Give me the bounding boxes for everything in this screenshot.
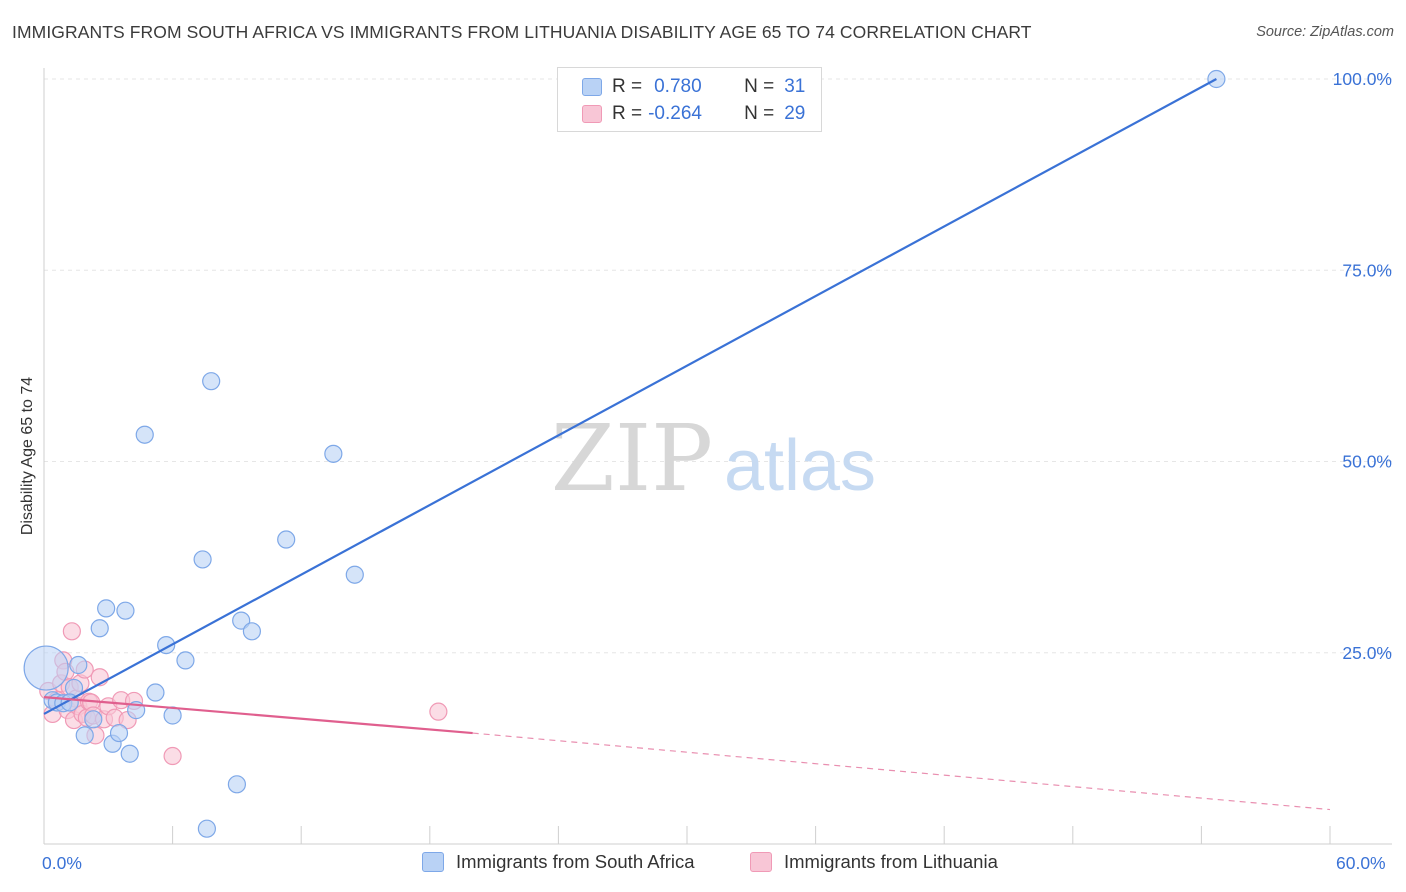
source-label: Source: ZipAtlas.com xyxy=(1256,24,1394,40)
data-point xyxy=(324,444,343,463)
legend-row-south-africa: R = 0.780 N = 31 xyxy=(558,74,805,100)
data-point xyxy=(97,599,116,618)
data-point xyxy=(202,372,221,391)
legend-swatch-pink xyxy=(582,105,602,123)
trend-line xyxy=(43,78,1217,715)
data-point xyxy=(69,655,88,675)
data-point xyxy=(345,565,364,584)
data-point xyxy=(84,710,103,729)
data-point xyxy=(163,746,182,766)
correlation-legend: R = 0.780 N = 31 R = -0.264 N = 29 xyxy=(557,67,822,132)
trend-line xyxy=(43,696,473,735)
y-tick-label: 50.0% xyxy=(1342,452,1392,472)
legend-swatch-pink xyxy=(750,852,772,872)
legend-label-lithuania: Immigrants from Lithuania xyxy=(784,851,998,872)
data-point xyxy=(163,706,182,725)
fit-lines xyxy=(43,78,1331,811)
series-lithuania-points xyxy=(39,622,448,766)
data-point xyxy=(62,622,81,641)
x-tick-label-min: 0.0% xyxy=(42,853,82,873)
data-point xyxy=(109,723,129,743)
legend-label-south-africa: Immigrants from South Africa xyxy=(456,851,695,872)
data-point xyxy=(120,744,139,763)
watermark-zip: ZIP xyxy=(551,405,713,512)
data-point xyxy=(232,611,251,630)
legend-r-value: -0.264 xyxy=(648,103,702,124)
watermark: ZIP atlas xyxy=(551,405,876,512)
y-tick-label: 75.0% xyxy=(1342,260,1392,280)
legend-r-label: R = xyxy=(612,103,643,124)
legend-r-label: R = xyxy=(612,76,643,97)
trend-line-extension xyxy=(472,732,1331,811)
data-point xyxy=(90,619,109,638)
legend-swatch-blue xyxy=(582,78,602,96)
chart-title: IMMIGRANTS FROM SOUTH AFRICA VS IMMIGRAN… xyxy=(12,22,1032,42)
data-point xyxy=(23,645,69,691)
legend-n-value: 29 xyxy=(784,103,806,124)
y-tick-labels: 25.0% 50.0% 75.0% 100.0% xyxy=(1333,69,1392,663)
legend-row-lithuania: R = -0.264 N = 29 xyxy=(558,101,805,127)
y-axis-label: Disability Age 65 to 74 xyxy=(19,376,36,536)
data-point xyxy=(75,726,94,745)
legend-n-value: 31 xyxy=(784,76,806,97)
y-tick-label: 100.0% xyxy=(1333,69,1392,89)
data-point xyxy=(277,530,296,549)
series-legend: Immigrants from South Africa Immigrants … xyxy=(0,851,1406,877)
data-point xyxy=(146,683,165,702)
grid-lines xyxy=(44,78,1392,654)
data-point xyxy=(429,702,448,721)
data-point xyxy=(227,775,246,794)
legend-item-lithuania: Immigrants from Lithuania xyxy=(750,851,998,873)
axes xyxy=(43,68,1392,845)
legend-r-value: 0.780 xyxy=(654,76,702,97)
legend-n-label: N = xyxy=(744,103,775,124)
legend-swatch-blue xyxy=(422,852,444,872)
data-point xyxy=(116,601,135,620)
data-point xyxy=(176,651,195,670)
data-point xyxy=(197,819,216,838)
data-point xyxy=(193,550,212,569)
legend-item-south-africa: Immigrants from South Africa xyxy=(422,851,695,873)
y-tick-label: 25.0% xyxy=(1342,643,1392,663)
x-tick-label-max: 60.0% xyxy=(1336,853,1386,873)
data-point xyxy=(135,425,154,444)
legend-n-label: N = xyxy=(744,76,775,97)
watermark-atlas: atlas xyxy=(724,426,876,506)
data-point xyxy=(242,622,262,641)
